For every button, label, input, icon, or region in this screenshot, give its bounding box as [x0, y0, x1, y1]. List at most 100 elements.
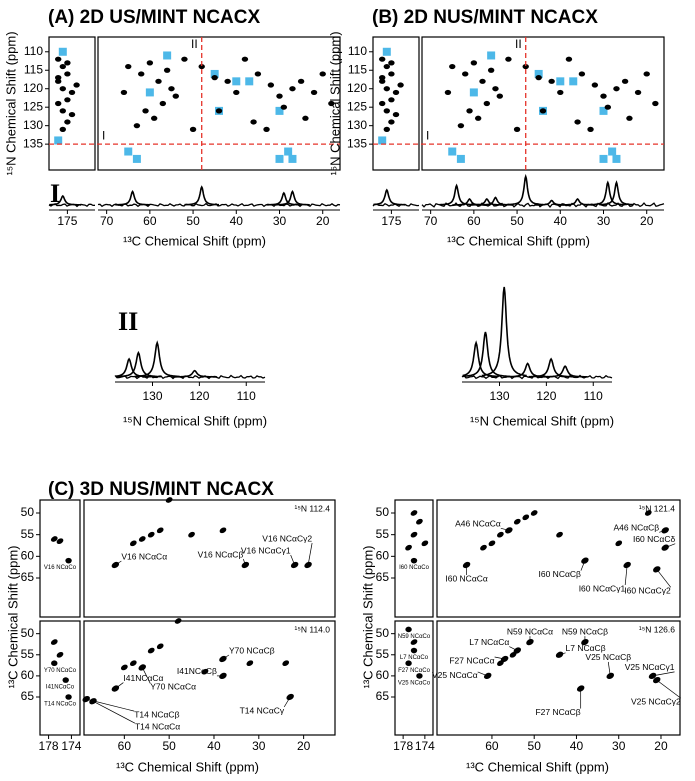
peak-label: F27 NCαCα [449, 655, 494, 665]
leader-line [115, 682, 124, 689]
cross-peak [201, 668, 209, 675]
cross-peak [129, 540, 137, 547]
cross-peak [250, 119, 257, 125]
cross-peak [383, 108, 390, 114]
highlight-box [599, 106, 608, 115]
cross-peak [147, 647, 155, 654]
x-tick-label: 20 [297, 739, 311, 753]
cross-peak [522, 63, 529, 70]
peak-label: F27 NCαCβ [535, 707, 580, 717]
cross-peak [55, 78, 62, 84]
cross-peak [55, 100, 62, 107]
cross-peak [487, 67, 495, 73]
cross-peak [319, 71, 326, 77]
y-tick-label: 65 [376, 689, 390, 703]
cross-peak [379, 78, 386, 84]
x-tick-label: 175 [381, 214, 401, 228]
y-tick-label: 50 [376, 505, 390, 519]
cross-peak [59, 86, 66, 92]
peak-label: I60 NCαCγ2 [624, 586, 671, 596]
cross-peak [302, 115, 309, 121]
y-tick-label: 120 [347, 81, 367, 95]
cross-peak [591, 82, 599, 88]
x-tick-label: 178 [393, 739, 413, 753]
cross-peak [224, 78, 231, 84]
cross-peak [133, 123, 141, 129]
cross-peak [62, 677, 69, 683]
panel-title: (C) 3D NUS/MINT NCACX [48, 479, 274, 500]
cross-peak [416, 518, 423, 525]
highlight-box [612, 154, 621, 163]
peak-label: L7 NCαCo [400, 655, 429, 661]
cross-peak [492, 86, 499, 92]
cross-peak [587, 126, 594, 132]
cross-peak [172, 93, 179, 99]
x-tick-label: 174 [61, 739, 81, 753]
spectrum-peak [560, 198, 595, 206]
peak-label: N59 NCαCα [507, 626, 553, 636]
cross-peak [497, 531, 504, 538]
highlight-box [608, 147, 617, 156]
leader-line [290, 554, 295, 566]
spectrum-peak [184, 185, 219, 206]
leader-line [509, 646, 518, 651]
cross-peak [328, 100, 335, 107]
highlight-box [132, 154, 141, 163]
peak-label: V16 NCαCo [44, 565, 77, 571]
cross-peak [64, 97, 71, 103]
x-tick-label: 50 [528, 739, 542, 753]
peak-label: V25 NCαCo [398, 680, 431, 686]
cross-peak [496, 93, 503, 99]
highlight-box [487, 51, 496, 60]
cross-peak [55, 75, 62, 81]
leader-line [243, 558, 246, 566]
cross-peak [392, 89, 400, 96]
cross-peak [513, 518, 521, 525]
x-axis-title: ¹³C Chemical Shift (ppm) [123, 233, 266, 248]
leader-line [659, 530, 666, 533]
highlight-box [232, 77, 241, 86]
highlight-box [245, 77, 254, 86]
x-tick-label: 30 [597, 214, 611, 228]
x-axis-title: ¹³C Chemical Shift (ppm) [116, 759, 259, 774]
plot-frame [97, 36, 341, 171]
cross-peak [392, 111, 400, 118]
cross-peak [410, 557, 418, 564]
y-axis-title: ¹⁵N Chemical Shift (ppm) [3, 31, 18, 175]
peak-label: Y70 NCαCα [150, 682, 196, 692]
cross-peak [388, 119, 395, 125]
highlight-box [599, 154, 608, 163]
spectrum-peak [134, 340, 180, 378]
highlight-box [210, 69, 219, 78]
cross-peak [246, 660, 254, 667]
leader-line [115, 560, 122, 566]
leader-line [92, 700, 136, 724]
cross-peak [68, 111, 76, 118]
cross-peak [156, 643, 164, 650]
y-tick-label: 60 [376, 549, 390, 563]
peak-label: A46 NCαCα [455, 519, 501, 529]
x-tick-label: 60 [143, 214, 157, 228]
x-tick-label: 60 [485, 739, 499, 753]
x-tick-label: 40 [230, 214, 244, 228]
x-tick-label: 110 [237, 389, 256, 403]
cross-peak [410, 510, 418, 516]
cross-peak [51, 660, 58, 667]
highlight-box [284, 147, 293, 156]
y-tick-label: 135 [23, 136, 43, 150]
spectrum-peak [462, 331, 508, 378]
x-tick-label: 50 [510, 214, 524, 228]
spectrum-peak [478, 196, 513, 206]
x-tick-label: 60 [467, 214, 481, 228]
cross-peak [159, 100, 167, 107]
cross-peak [181, 56, 188, 62]
x-tick-label: 20 [654, 739, 668, 753]
cross-peak [388, 60, 395, 66]
x-axis-title: ¹⁵N Chemical Shift (ppm) [123, 413, 267, 428]
cross-peak [457, 123, 465, 129]
cross-peak [613, 86, 620, 92]
cross-peak [488, 540, 496, 547]
leader-line [222, 654, 230, 660]
cross-peak [379, 100, 386, 107]
cross-peak [267, 82, 275, 88]
